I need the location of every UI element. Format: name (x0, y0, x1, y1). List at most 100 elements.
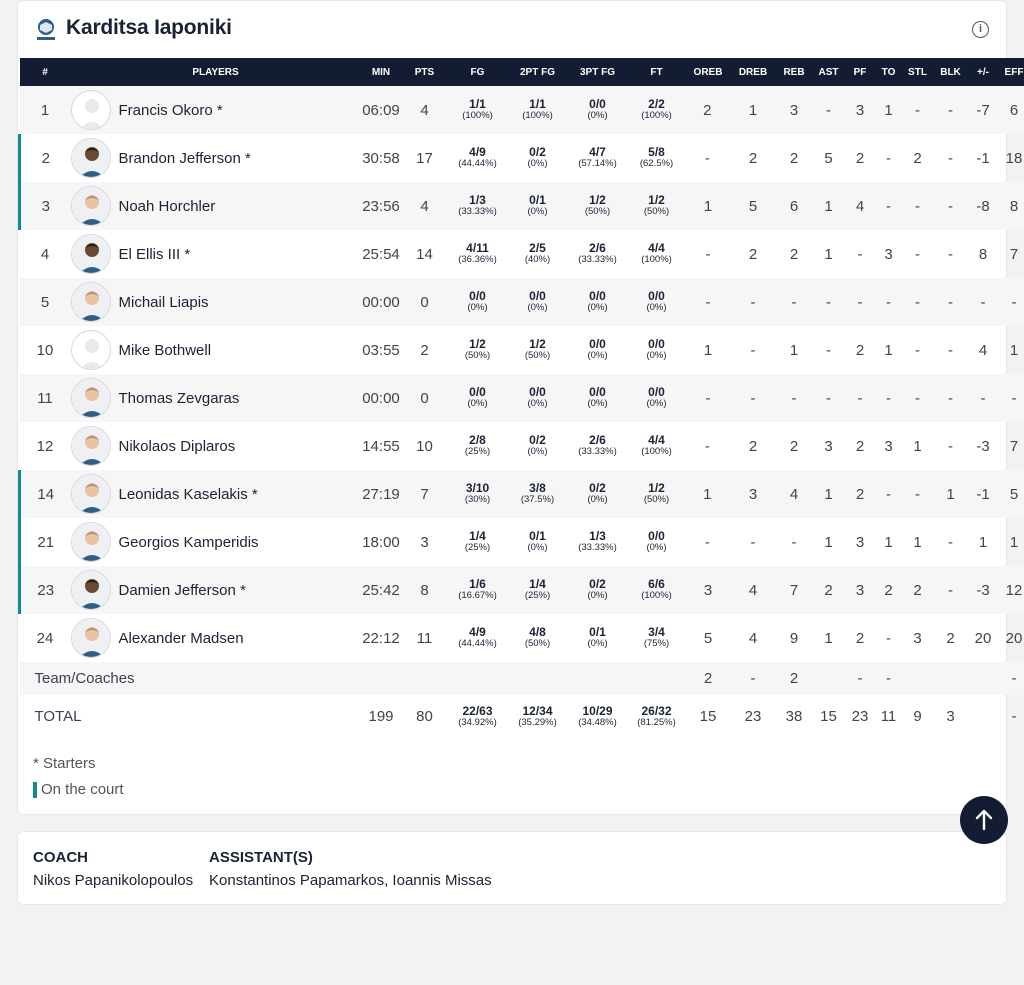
shot-percentage: (81.25%) (637, 716, 676, 728)
shot-made-attempted: 0/2 (529, 433, 546, 447)
shot-stat: 1/4 (25%) (448, 530, 508, 553)
player-info: Damien Jefferson * (70, 570, 361, 610)
shot-percentage: (0%) (527, 398, 548, 409)
shot-percentage: (0%) (587, 638, 608, 649)
shooting-cell: 1/1 (100%) (447, 86, 508, 134)
shot-percentage: (0%) (527, 542, 548, 553)
shot-stat: 0/1 (0%) (568, 625, 628, 649)
stat-blk: - (948, 245, 953, 263)
player-name-link[interactable]: Brandon Jefferson * (118, 149, 251, 167)
shot-percentage: (34.48%) (578, 716, 617, 728)
shot-stat: 1/3 (33.33%) (568, 530, 628, 553)
player-row[interactable]: 10 Mike Bothwell 03:55 2 1/2 (50%) 1/2 (50%) 0/0… (20, 326, 1024, 374)
player-row[interactable]: 23 Damien Jefferson * 25:42 8 1/6 (16.67%) 1/4… (18, 566, 1024, 614)
shot-made-attempted: 0/1 (589, 625, 606, 639)
stat-pm: - (967, 374, 999, 422)
shot-percentage: (57.14%) (578, 158, 617, 169)
player-cell: Nikolaos Diplaros (70, 422, 361, 470)
player-row[interactable]: 4 El Ellis III * 25:54 14 4/11 (36.36%) 2/5 (40… (20, 230, 1024, 278)
shooting-cell: 1/2 (50%) (508, 326, 568, 374)
player-row[interactable]: 3 Noah Horchler 23:56 4 1/3 (33.33%) 0/1 (0%) 1/… (18, 182, 1024, 230)
column-header: STL (901, 58, 934, 86)
shot-made-attempted: 5/8 (648, 145, 665, 159)
shooting-cell: 1/4 (25%) (448, 518, 508, 566)
stat-reb: 2 (789, 437, 799, 455)
shot-made-attempted: 4/8 (529, 625, 546, 639)
stat-to: - (875, 470, 902, 518)
shot-percentage: (50%) (464, 350, 491, 361)
player-row[interactable]: 12 Nikolaos Diplaros 14:55 10 2/8 (25%) 0/2 (0%… (20, 422, 1024, 470)
player-name-link[interactable]: Alexander Madsen (118, 629, 244, 647)
player-info: Nikolaos Diplaros (70, 426, 361, 466)
shooting-cell: 3/4 (75%) (628, 614, 686, 662)
player-name-link[interactable]: El Ellis III * (118, 245, 191, 263)
shot-made-attempted: 0/0 (648, 529, 665, 543)
jersey-number: 2 (18, 134, 71, 182)
stat-eff: 8 (998, 182, 1024, 230)
player-name-link[interactable]: Noah Horchler (118, 197, 216, 215)
player-row[interactable]: 2 Brandon Jefferson * 30:58 17 4/9 (44.44%) 0/… (18, 134, 1024, 182)
column-header: PF (844, 58, 876, 86)
stat-eff: 6 (998, 86, 1024, 134)
shot-made-attempted: 1/1 (529, 97, 546, 111)
stat-eff: 1 (1009, 341, 1019, 359)
team-stat-to: - (875, 662, 902, 695)
stat-dreb: 5 (730, 182, 776, 230)
player-name-link[interactable]: Mike Bothwell (118, 341, 212, 359)
player-row[interactable]: 1 Francis Okoro * 06:09 4 1/1 (100%) 1/1 (100%)… (19, 86, 1024, 134)
scroll-to-top-button[interactable] (960, 796, 1008, 844)
player-name-link[interactable]: Michail Liapis (118, 293, 209, 311)
stat-stl: - (901, 182, 934, 230)
info-icon[interactable]: i (972, 21, 989, 38)
column-header: 2PT FG (507, 58, 568, 86)
shooting-cell: 1/3 (33.33%) (447, 182, 508, 230)
shot-stat: 1/2 (50%) (568, 194, 628, 217)
stat-dreb: 2 (748, 437, 758, 455)
shot-percentage: (0%) (646, 398, 667, 409)
shooting-cell: 0/1 (0%) (508, 518, 568, 566)
minutes: 25:42 (360, 566, 402, 614)
stat-dreb: - (730, 374, 776, 422)
shot-percentage: (25%) (524, 590, 551, 601)
player-name-link[interactable]: Thomas Zevgaras (118, 389, 240, 407)
stat-pm: 1 (978, 533, 988, 551)
player-row[interactable]: 5 Michail Liapis 00:00 0 0/0 (0%) 0/0 (0%) 0/0 (0… (19, 278, 1024, 326)
player-name-link[interactable]: Damien Jefferson * (118, 581, 246, 599)
shot-stat: 26/32 (81.25%) (628, 705, 686, 728)
player-avatar (70, 90, 111, 130)
player-row[interactable]: 14 Leonidas Kaselakis * 27:19 7 3/10 (30%) 3/8… (18, 470, 1024, 518)
shot-stat: 2/8 (25%) (448, 434, 508, 457)
shooting-cell: 1/1 (100%) (507, 86, 568, 134)
stat-pm: - (967, 278, 999, 326)
shot-made-attempted: 10/29 (582, 703, 613, 718)
shot-stat: 2/5 (40%) (508, 242, 568, 265)
oncourt-marker (33, 781, 37, 798)
shot-made-attempted: 0/0 (648, 289, 665, 303)
shooting-cell: 26/32 (81.25%) (628, 695, 686, 738)
shot-stat: 0/0 (0%) (628, 338, 686, 361)
player-name-link[interactable]: Francis Okoro * (118, 101, 223, 119)
shot-stat: 0/0 (0%) (448, 290, 508, 313)
stat-pf: 3 (844, 86, 876, 134)
player-name-link[interactable]: Georgios Kamperidis (118, 533, 259, 551)
player-cell: Alexander Madsen (70, 614, 361, 662)
player-row[interactable]: 21 Georgios Kamperidis 18:00 3 1/4 (25%) 0/1 (0… (18, 518, 1024, 566)
coach-label: COACH (33, 849, 88, 866)
player-row[interactable]: 11 Thomas Zevgaras 00:00 0 0/0 (0%) 0/0 (0%) 0/0… (19, 374, 1024, 422)
assistant-label: ASSISTANT(S) (209, 849, 313, 866)
player-cell: Damien Jefferson * (70, 566, 361, 614)
stat-blk: - (933, 86, 968, 134)
team-stat-stl (901, 662, 934, 695)
stat-reb: 2 (789, 149, 799, 167)
player-name-link[interactable]: Nikolaos Diplaros (118, 437, 236, 455)
shot-made-attempted: 0/0 (469, 385, 486, 399)
total-stat-pf: 23 (851, 708, 869, 725)
stat-ast: 1 (824, 245, 833, 263)
player-row[interactable]: 24 Alexander Madsen 22:12 11 4/9 (44.44%) 4/8(… (20, 614, 1024, 662)
shot-percentage: (50%) (584, 206, 611, 217)
player-name-link[interactable]: Leonidas Kaselakis * (118, 485, 258, 503)
shot-made-attempted: 1/3 (469, 193, 486, 207)
total-stat-ast: 15 (820, 708, 837, 725)
shot-stat: 0/1 (0%) (508, 530, 568, 553)
minutes: 14:55 (362, 437, 400, 455)
